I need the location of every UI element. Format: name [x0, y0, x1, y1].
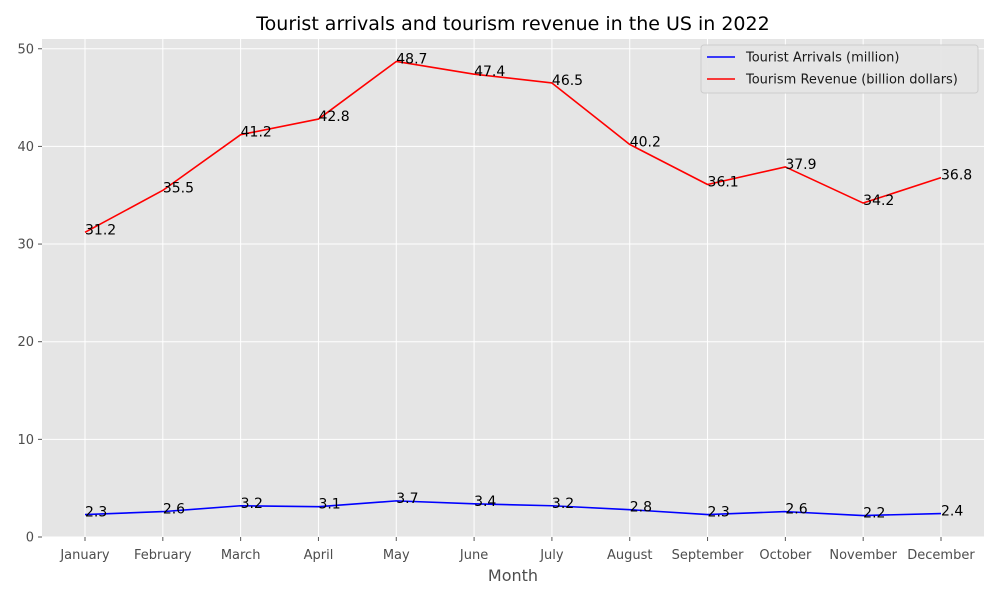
x-tick-label: July: [539, 548, 564, 563]
y-tick-label: 0: [26, 531, 34, 546]
data-label: 42.8: [318, 109, 349, 125]
data-label: 37.9: [785, 157, 816, 173]
y-tick-label: 30: [17, 238, 34, 253]
x-axis-label: Month: [488, 566, 538, 585]
data-label: 46.5: [552, 73, 583, 89]
data-label: 35.5: [163, 180, 194, 196]
x-tick-label: June: [459, 548, 488, 563]
data-label: 3.7: [396, 491, 418, 507]
data-label: 47.4: [474, 64, 505, 80]
data-labels: 2.3 2.6 3.2 3.1 3.7 3.4 3.2 2.8 2.3 2.6 2.2 2.4 31.2…: [85, 51, 972, 521]
data-label: 36.1: [708, 174, 739, 190]
x-tick-label: May: [383, 548, 410, 563]
chart-title: Tourist arrivals and tourism revenue in …: [255, 13, 769, 35]
data-label: 3.4: [474, 494, 496, 510]
data-label: 2.3: [708, 505, 730, 521]
data-label: 36.8: [941, 168, 972, 184]
series-layer: [84, 60, 942, 517]
y-axis: 0 10 20 30 40 50: [17, 42, 42, 546]
x-tick-label: March: [221, 548, 261, 563]
data-label: 41.2: [241, 125, 272, 141]
y-tick-label: 20: [17, 335, 34, 350]
plot-area: [42, 39, 984, 537]
data-label: 31.2: [85, 222, 116, 238]
x-tick-label: December: [907, 548, 975, 563]
data-label: 2.2: [863, 506, 885, 522]
x-tick-label: September: [672, 548, 745, 563]
data-label: 3.1: [318, 497, 340, 513]
legend-entry: Tourism Revenue (billion dollars): [745, 73, 958, 88]
data-label: 2.8: [630, 500, 652, 516]
x-tick-label: November: [829, 548, 897, 563]
data-label: 34.2: [863, 193, 894, 209]
data-label: 40.2: [630, 134, 661, 150]
series-line-0: [84, 500, 942, 517]
x-tick-label: January: [59, 548, 110, 563]
data-label: 2.4: [941, 504, 963, 520]
y-tick-label: 10: [17, 433, 34, 448]
x-tick-label: April: [304, 548, 334, 563]
data-label: 48.7: [396, 51, 427, 67]
y-tick-label: 40: [17, 140, 34, 155]
grid-lines: [42, 39, 984, 538]
data-label: 2.6: [785, 502, 807, 518]
legend-entry: Tourist Arrivals (million): [745, 51, 899, 66]
data-label: 2.3: [85, 505, 107, 521]
data-label: 2.6: [163, 502, 185, 518]
y-tick-label: 50: [17, 42, 34, 57]
x-tick-label: August: [607, 548, 653, 563]
legend-box: [700, 44, 979, 94]
data-label: 3.2: [552, 496, 574, 512]
x-tick-label: October: [759, 548, 812, 563]
x-tick-label: February: [134, 548, 192, 563]
legend: Tourist Arrivals (million) Tourism Revenu…: [700, 44, 979, 94]
series-line-1: [84, 60, 942, 234]
x-axis: January February March April May June July Augu…: [59, 537, 975, 563]
data-label: 3.2: [241, 496, 263, 512]
